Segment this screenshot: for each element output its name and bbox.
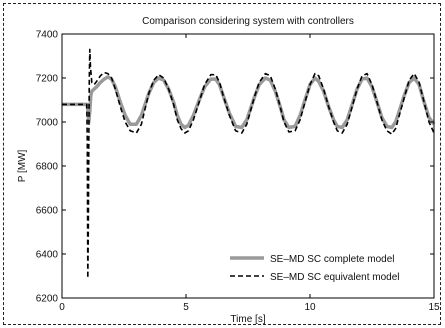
- tick-layer: 0 5 10 15 6200 6400 6600 6800 7000 7200 7400: [36, 30, 440, 314]
- y-tick-label: 7000: [36, 118, 59, 129]
- y-tick-label: 6800: [36, 162, 59, 173]
- x-tick-label: 0: [59, 302, 65, 313]
- chart-title: Comparison considering system with contr…: [142, 16, 354, 27]
- x-tick-label: 15: [428, 302, 440, 313]
- x-tick-label: 10: [304, 302, 316, 313]
- title-box: [120, 14, 376, 28]
- y-tick-label: 7200: [36, 74, 59, 85]
- figure-frame: [3, 3, 441, 325]
- y-tick-label: 7400: [36, 30, 59, 41]
- legend: SE–MD SC complete model SE–MD SC equival…: [224, 244, 430, 288]
- y-tick-label: 6600: [36, 206, 59, 217]
- legend-label-complete: SE–MD SC complete model: [270, 254, 395, 265]
- y-axis-label: P [MW]: [17, 149, 28, 182]
- series-line-0: [62, 75, 436, 130]
- y-tick-label: 6200: [36, 294, 59, 305]
- series-line-1: [62, 48, 435, 280]
- legend-box: [224, 244, 430, 288]
- x-axis-label: Time [s]: [230, 314, 265, 325]
- series-layer: [62, 48, 436, 280]
- x-tick-label: 5: [183, 302, 189, 313]
- legend-label-equivalent: SE–MD SC equivalent model: [270, 272, 400, 283]
- y-tick-label: 6400: [36, 250, 59, 261]
